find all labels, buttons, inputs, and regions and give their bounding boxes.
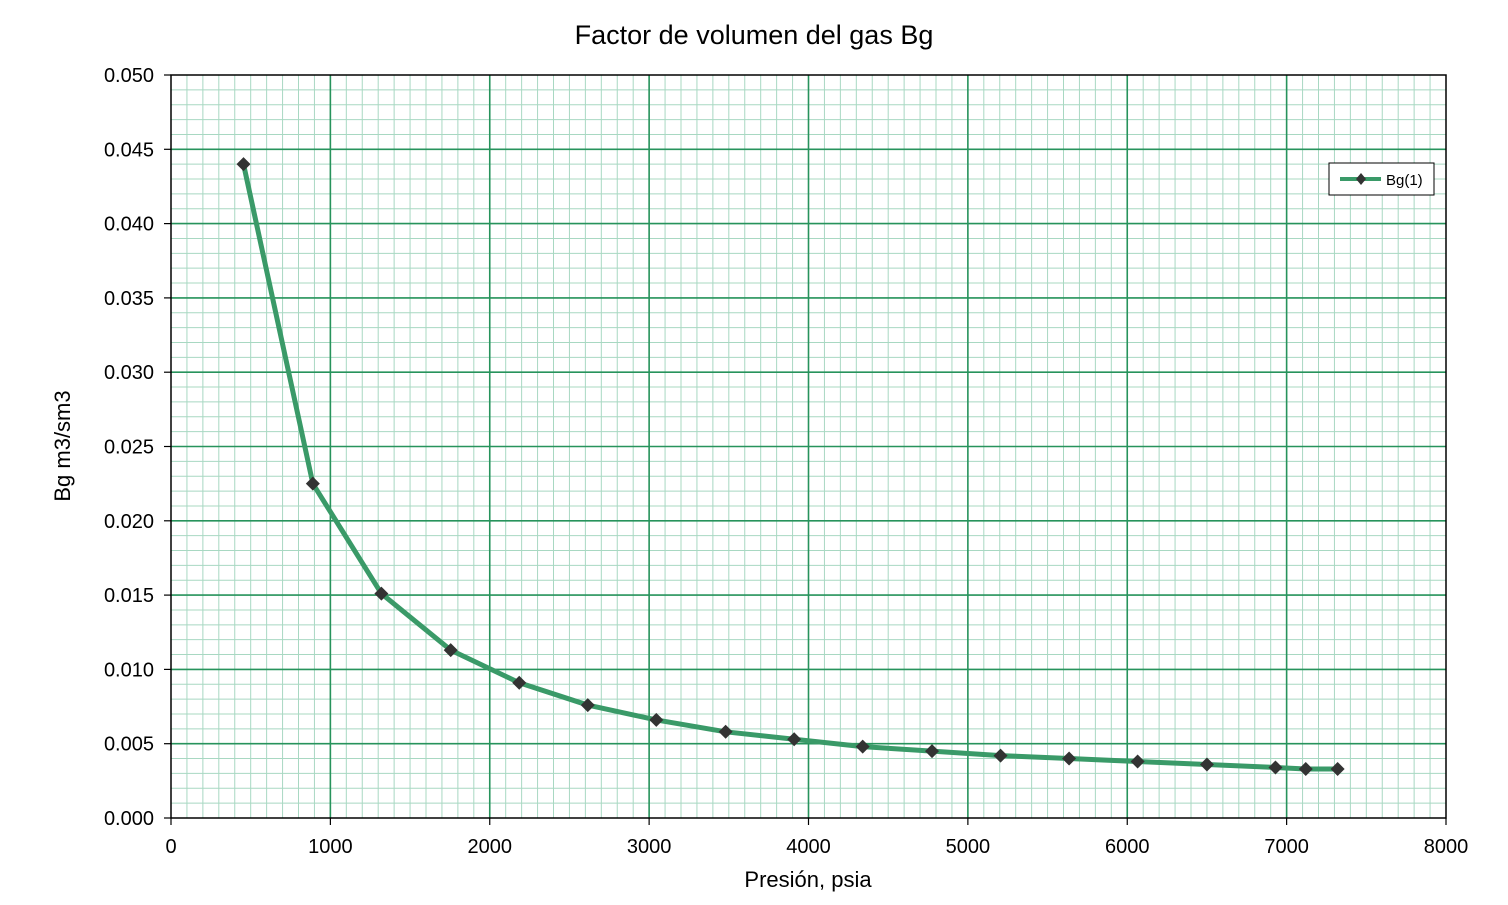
data-point-marker bbox=[1199, 757, 1214, 772]
data-point-marker bbox=[512, 675, 527, 690]
legend-marker bbox=[1356, 173, 1366, 185]
data-point-marker bbox=[580, 698, 595, 713]
major-gridlines bbox=[171, 75, 1446, 818]
x-tick-label: 1000 bbox=[308, 836, 353, 858]
x-tick-label: 5000 bbox=[946, 836, 991, 858]
data-point-marker bbox=[1330, 761, 1345, 776]
data-point-marker bbox=[649, 712, 664, 727]
y-tick-label: 0.030 bbox=[104, 362, 154, 384]
y-tick-label: 0.035 bbox=[104, 288, 154, 310]
data-point-marker bbox=[374, 586, 389, 601]
x-axis-label: Presión, psia bbox=[744, 867, 872, 892]
y-tick-label: 0.045 bbox=[104, 139, 154, 161]
data-point-marker bbox=[236, 157, 251, 172]
data-point-marker bbox=[305, 476, 320, 491]
data-point-marker bbox=[855, 739, 870, 754]
data-point-marker bbox=[1062, 751, 1077, 766]
y-tick-label: 0.040 bbox=[104, 214, 154, 236]
y-tick-label: 0.015 bbox=[104, 585, 154, 607]
y-tick-label: 0.000 bbox=[104, 808, 154, 830]
x-tick-label: 3000 bbox=[627, 836, 672, 858]
data-point-marker bbox=[718, 724, 733, 739]
series-layer bbox=[236, 157, 1345, 776]
y-axis-label: Bg m3/sm3 bbox=[50, 390, 75, 501]
data-point-marker bbox=[1268, 760, 1283, 775]
data-point-marker bbox=[443, 643, 458, 658]
y-tick-label: 0.005 bbox=[104, 734, 154, 756]
x-tick-label: 6000 bbox=[1105, 836, 1150, 858]
y-tick-label: 0.020 bbox=[104, 511, 154, 533]
x-tick-label: 7000 bbox=[1264, 836, 1309, 858]
data-point-marker bbox=[787, 732, 802, 747]
series-line bbox=[241, 161, 1341, 772]
data-point-marker bbox=[1130, 754, 1145, 769]
chart-title: Factor de volumen del gas Bg bbox=[575, 20, 934, 50]
x-tick-label: 0 bbox=[165, 836, 176, 858]
y-tick-label: 0.025 bbox=[104, 437, 154, 459]
y-axis-ticks: 0.000 0.005 0.010 0.015 0.020 0.025 0.030 0.035… bbox=[104, 65, 171, 830]
x-tick-label: 2000 bbox=[468, 836, 513, 858]
legend: Bg(1) bbox=[1328, 162, 1435, 196]
data-point-marker bbox=[1298, 761, 1313, 776]
x-tick-label: 4000 bbox=[786, 836, 831, 858]
x-axis-ticks: 0 1000 2000 3000 4000 5000 6000 7000 8000 bbox=[165, 818, 1468, 858]
legend-label: Bg(1) bbox=[1386, 172, 1423, 189]
data-point-marker bbox=[993, 748, 1008, 763]
x-tick-label: 8000 bbox=[1424, 836, 1469, 858]
data-point-marker bbox=[925, 744, 940, 759]
y-tick-label: 0.050 bbox=[104, 65, 154, 87]
y-tick-label: 0.010 bbox=[104, 659, 154, 681]
